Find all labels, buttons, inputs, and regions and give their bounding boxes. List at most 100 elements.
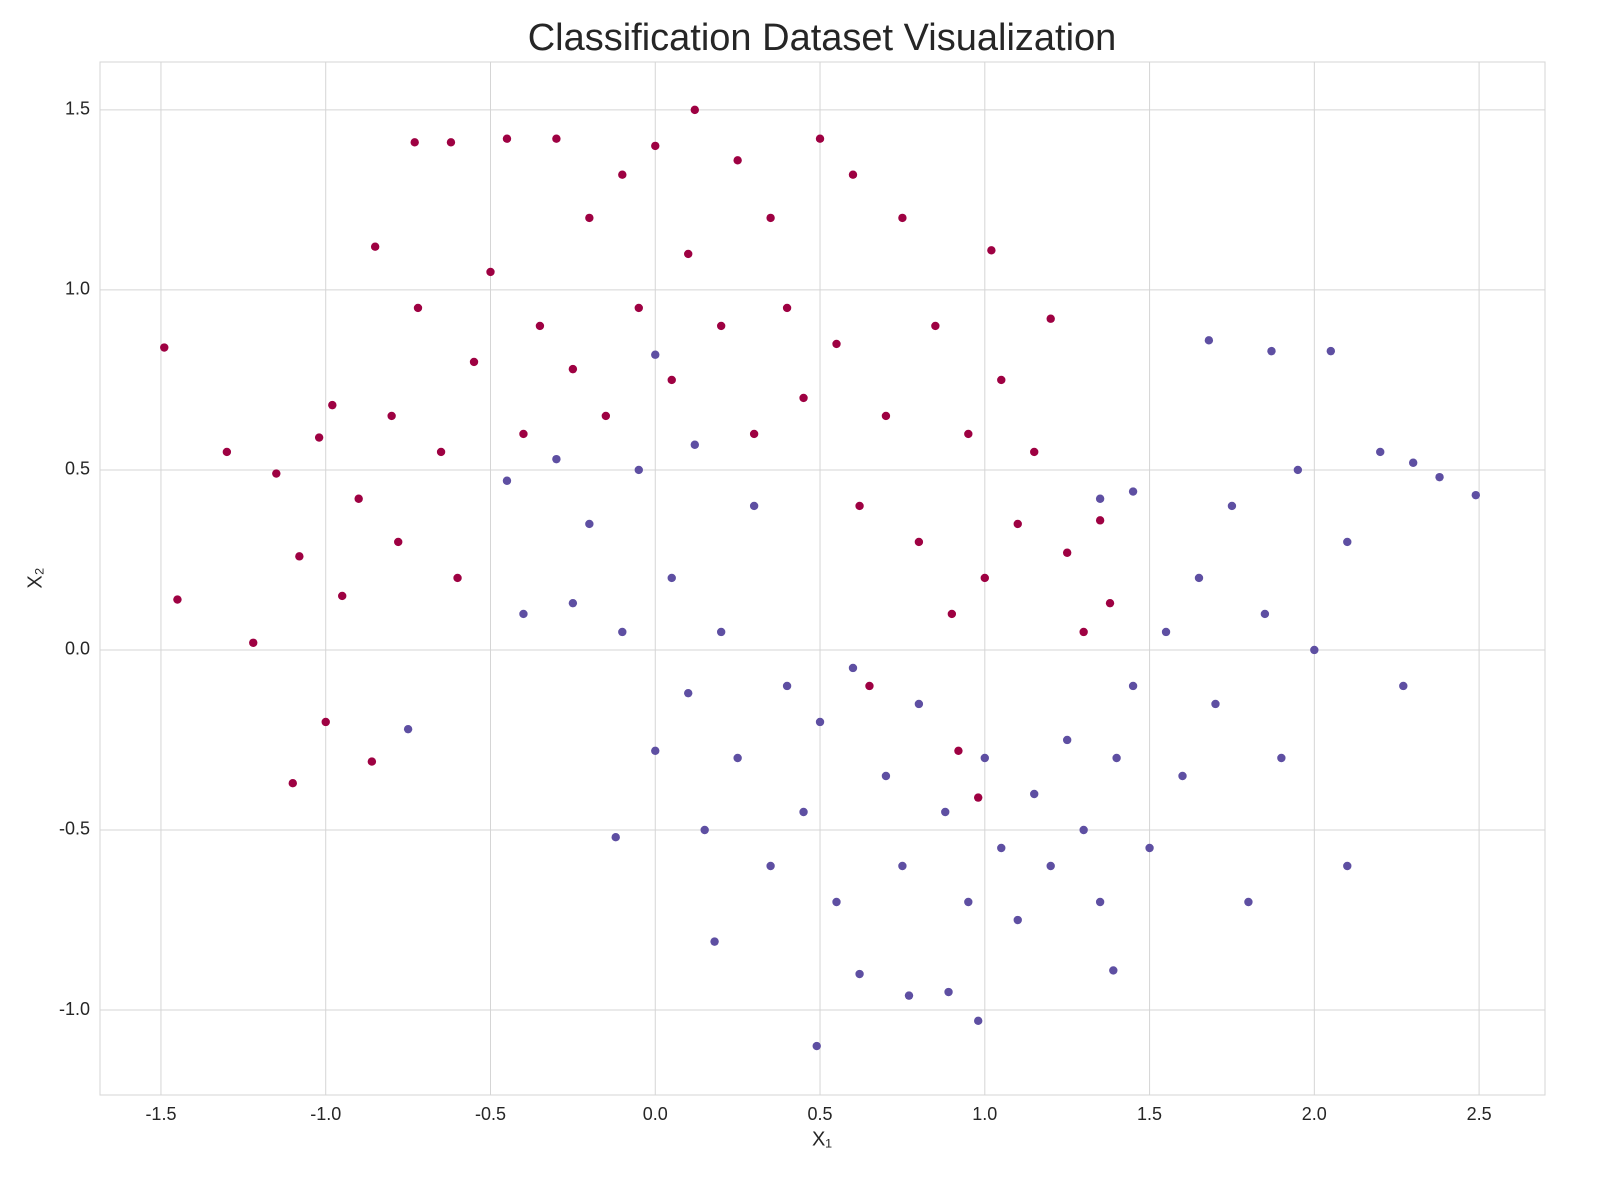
point — [865, 681, 874, 691]
point — [690, 440, 700, 449]
point — [684, 249, 693, 259]
point — [413, 303, 423, 313]
x-axis-label: X₁ — [812, 1128, 832, 1150]
y-tick-label: -1.0 — [59, 999, 90, 1019]
point — [1343, 861, 1352, 871]
point — [1046, 861, 1055, 871]
point — [519, 429, 528, 439]
point — [370, 242, 380, 251]
point — [387, 411, 396, 421]
point — [710, 937, 719, 946]
point — [249, 638, 258, 647]
point — [1095, 516, 1105, 525]
point — [964, 897, 973, 907]
point — [832, 897, 841, 907]
point — [552, 134, 561, 143]
point — [944, 987, 953, 997]
point — [1095, 494, 1105, 503]
point — [1343, 537, 1352, 547]
point — [1079, 825, 1088, 835]
point — [782, 303, 792, 313]
point — [898, 213, 907, 223]
point — [1244, 897, 1253, 907]
point — [766, 861, 775, 871]
point — [848, 170, 858, 179]
point — [1194, 573, 1204, 583]
point — [272, 469, 281, 478]
point — [585, 213, 594, 223]
y-axis-label: X₂ — [24, 567, 46, 588]
point — [1211, 699, 1220, 709]
point — [486, 267, 495, 277]
point — [931, 321, 940, 331]
point — [1030, 789, 1039, 799]
point — [855, 501, 864, 511]
point — [367, 757, 377, 766]
y-tick-label: 1.0 — [65, 279, 90, 299]
point — [855, 969, 864, 979]
point — [700, 825, 709, 835]
point — [997, 375, 1006, 385]
x-tick-label: 1.5 — [1137, 1104, 1162, 1124]
point — [160, 343, 169, 352]
point — [314, 433, 324, 442]
point — [288, 778, 297, 788]
point — [1408, 458, 1418, 467]
point — [1399, 681, 1408, 691]
point — [173, 595, 182, 604]
point — [446, 138, 456, 147]
point — [403, 724, 413, 734]
point — [941, 807, 950, 817]
point — [997, 843, 1006, 853]
point — [552, 454, 561, 464]
point — [974, 793, 983, 802]
point — [881, 771, 891, 781]
point — [436, 447, 446, 457]
x-tick-label: 0.5 — [808, 1104, 833, 1124]
point — [1013, 519, 1022, 529]
point — [1178, 771, 1187, 781]
x-tick-label: 2.5 — [1467, 1104, 1492, 1124]
point — [848, 663, 858, 673]
point — [651, 350, 660, 359]
point — [980, 573, 989, 583]
point — [1095, 897, 1105, 907]
point — [733, 753, 742, 763]
point — [1062, 735, 1072, 745]
point — [716, 627, 726, 637]
point — [1204, 336, 1214, 345]
point — [1267, 346, 1276, 356]
point — [1277, 753, 1286, 763]
point — [1112, 753, 1121, 763]
point — [1293, 465, 1303, 475]
plot-frame — [99, 61, 1546, 1096]
point — [502, 134, 512, 143]
point — [749, 501, 759, 511]
point — [815, 134, 825, 143]
point — [1013, 915, 1022, 925]
point — [394, 537, 403, 547]
y-tick-label: -0.5 — [59, 819, 90, 839]
point — [815, 717, 825, 727]
point — [321, 717, 330, 727]
point — [568, 598, 578, 608]
x-tick-label: 1.0 — [972, 1104, 997, 1124]
point — [1227, 501, 1237, 511]
y-tick-label: 1.5 — [65, 99, 90, 119]
point — [1260, 609, 1270, 619]
point — [667, 375, 676, 385]
point — [585, 519, 594, 529]
point — [1105, 598, 1115, 608]
point — [832, 339, 841, 349]
point — [799, 807, 808, 817]
point — [1046, 314, 1055, 323]
point — [898, 861, 907, 871]
point — [535, 321, 545, 331]
point — [749, 429, 759, 439]
point — [733, 156, 742, 165]
x-tick-label: -1.5 — [145, 1104, 176, 1124]
point — [618, 627, 627, 637]
point — [295, 552, 304, 561]
point — [1161, 627, 1171, 637]
point — [812, 1041, 821, 1051]
